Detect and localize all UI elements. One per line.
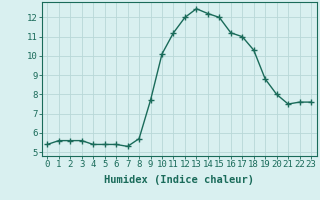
X-axis label: Humidex (Indice chaleur): Humidex (Indice chaleur) <box>104 175 254 185</box>
